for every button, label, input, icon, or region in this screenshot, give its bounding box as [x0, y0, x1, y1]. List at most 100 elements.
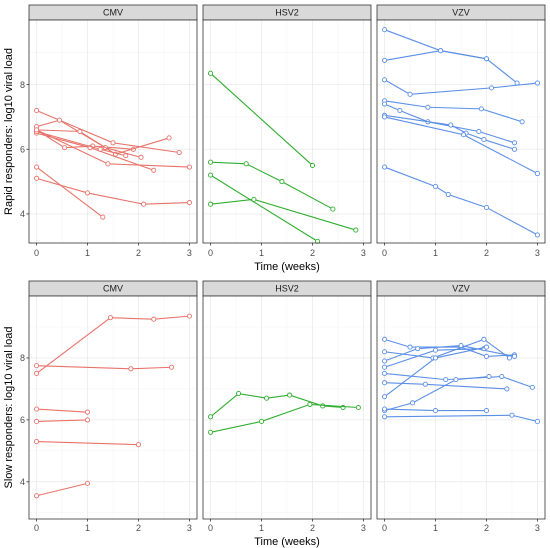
series-line-hsv2-2 — [210, 403, 359, 433]
panel-cmv-row-2: CMV 0 1 2 3 4 6 8 — [20, 280, 198, 533]
data-point — [382, 349, 388, 355]
data-point — [483, 344, 490, 350]
data-point — [107, 315, 113, 321]
data-point — [382, 114, 388, 120]
data-point — [410, 400, 416, 406]
x-tick-label: 3 — [535, 523, 540, 533]
data-point — [315, 238, 321, 244]
data-point — [330, 206, 336, 212]
data-point — [258, 418, 265, 424]
y-axis-title: Rapid responders: log10 viral load — [3, 48, 15, 215]
data-point — [476, 128, 482, 135]
data-point — [286, 392, 293, 398]
x-tick-label: 2 — [310, 523, 315, 533]
y-tick-label: 6 — [20, 415, 25, 425]
data-point — [309, 162, 316, 168]
data-point — [519, 119, 525, 125]
data-point — [279, 179, 285, 185]
series-line-hsv2-1 — [210, 72, 313, 166]
panel-border — [28, 295, 198, 520]
data-point — [483, 353, 490, 359]
y-tick-label: 8 — [20, 353, 25, 363]
series-line-hsv2-2 — [210, 161, 334, 210]
x-tick-label: 2 — [136, 523, 141, 533]
data-point — [208, 70, 214, 76]
data-point — [481, 137, 487, 143]
data-point — [448, 122, 454, 128]
x-tick-label: 0 — [208, 523, 213, 533]
data-point — [382, 414, 388, 420]
x-tick-label: 1 — [85, 523, 90, 533]
data-point — [486, 373, 492, 380]
data-point — [382, 358, 388, 364]
data-point — [34, 107, 40, 114]
x-axis-title: Time (weeks) — [254, 536, 320, 548]
x-tick-label: 2 — [484, 523, 489, 533]
panel-border — [376, 19, 546, 244]
series-line-cmv-4 — [36, 129, 134, 150]
series-line-cmv-1 — [36, 315, 190, 374]
data-point — [511, 353, 518, 359]
data-point — [128, 366, 134, 372]
data-point — [382, 77, 388, 83]
data-point — [453, 377, 459, 383]
data-point — [481, 336, 487, 342]
data-point — [186, 164, 192, 170]
data-point — [382, 101, 388, 107]
x-tick-label: 1 — [433, 523, 438, 533]
data-point — [483, 408, 490, 414]
series-line-vzv-8 — [384, 375, 490, 412]
data-point — [34, 370, 40, 376]
facet-strip-label: HSV2 — [275, 8, 299, 18]
data-point — [443, 377, 449, 383]
data-point — [509, 412, 515, 418]
data-point — [425, 104, 431, 110]
data-point — [307, 401, 313, 407]
panel-cmv-row-1: CMV 0 1 2 3 4 6 8 — [20, 4, 198, 258]
data-point — [105, 161, 111, 167]
y-axis-title: Slow responders: log10 viral load — [3, 326, 15, 488]
data-point — [34, 127, 40, 133]
data-point — [407, 91, 413, 97]
data-point — [84, 417, 91, 423]
data-point — [208, 429, 214, 435]
data-point — [100, 214, 106, 220]
data-point — [34, 439, 40, 445]
data-point — [382, 27, 388, 33]
series-line-vzv-3 — [384, 79, 538, 95]
data-point — [84, 480, 91, 486]
y-tick-label: 4 — [20, 477, 25, 487]
series-line-cmv-5 — [36, 119, 142, 158]
facet-strip-label: CMV — [103, 284, 123, 294]
data-point — [135, 442, 142, 448]
data-point — [264, 395, 270, 401]
series-line-cmv-7 — [36, 129, 170, 155]
facet-strip-label: VZV — [452, 8, 470, 18]
panel-border — [202, 19, 372, 244]
data-point — [534, 418, 540, 424]
data-point — [151, 167, 157, 173]
data-point — [77, 128, 83, 135]
data-point — [460, 132, 467, 138]
x-tick-label: 2 — [136, 248, 141, 258]
data-point — [34, 175, 40, 181]
x-tick-label: 0 — [208, 248, 213, 258]
data-point — [186, 200, 192, 206]
panel-hsv2-row-2: HSV2 0 1 2 3 — [202, 280, 372, 533]
data-point — [511, 146, 518, 152]
data-point — [141, 201, 147, 207]
x-tick-label: 1 — [259, 248, 264, 258]
data-point — [382, 380, 388, 386]
data-point — [432, 347, 439, 353]
x-tick-label: 1 — [433, 248, 438, 258]
series-line-cmv-4 — [36, 419, 88, 422]
data-point — [208, 201, 214, 207]
data-point — [243, 161, 249, 167]
panel-border — [28, 19, 198, 244]
x-tick-label: 0 — [34, 523, 39, 533]
data-point — [84, 409, 91, 415]
x-tick-label: 1 — [85, 248, 90, 258]
data-point — [432, 355, 439, 361]
facet-strip-label: HSV2 — [275, 284, 299, 294]
series-line-vzv-3 — [384, 345, 515, 362]
